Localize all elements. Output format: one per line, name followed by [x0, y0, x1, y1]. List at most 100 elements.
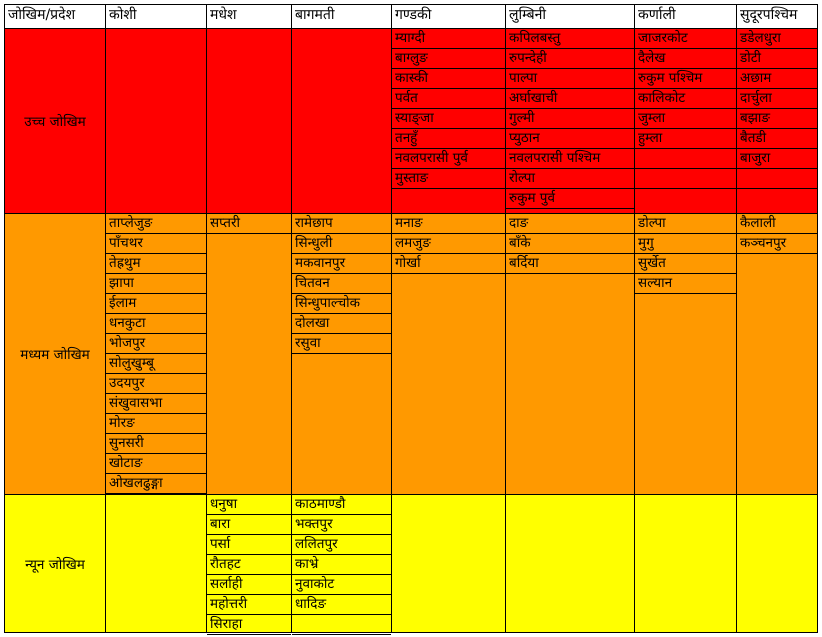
district-item: अर्घाखाची: [506, 89, 634, 109]
district-cell: ताप्लेजुङ पाँचथर तेह्रथुम झापा ईलाम धनकुटा भोज…: [105, 213, 206, 494]
risk-table: जोखिम/प्रदेश कोशी मधेश बागमती गण्डकी लुम्बिनी…: [4, 4, 818, 635]
header-label: गण्डकी: [395, 7, 432, 23]
header-label: कर्णाली: [638, 7, 676, 23]
risk-tier-label: मध्यम जोखिम: [4, 213, 105, 494]
district-item: धनुषा: [207, 495, 291, 515]
district-item: धनकुटा: [106, 314, 206, 334]
district-item: कास्की: [392, 69, 505, 89]
district-item: हुम्ला: [635, 129, 736, 149]
district-item: स्याङ्जा: [392, 109, 505, 129]
district-item: चितवन: [292, 274, 391, 294]
district-item: रसुवा: [292, 334, 391, 354]
district-item: काठमाण्डौ: [292, 495, 391, 515]
district-item: सुनसरी: [106, 434, 206, 454]
district-item: पर्सा: [207, 535, 291, 555]
district-item: पाल्पा: [506, 69, 634, 89]
district-item: सुर्खेत: [635, 254, 736, 274]
district-item: सर्लाही: [207, 575, 291, 595]
district-item: भोजपुर: [106, 334, 206, 354]
district-item: खोटाङ: [106, 454, 206, 474]
district-item: उदयपुर: [106, 374, 206, 394]
district-item: मोरङ: [106, 414, 206, 434]
header-label: बागमती: [295, 7, 335, 23]
district-item: नवलपरासी पश्चिम: [506, 149, 634, 169]
district-cell: [736, 494, 818, 633]
district-item: डोटी: [737, 49, 817, 69]
district-item: बर्दिया: [506, 254, 634, 274]
district-item: रामेछाप: [292, 214, 391, 234]
district-cell: डडेलधुरा डोटी अछाम दार्चुला बझाङ बैतडी बाजुरा: [736, 28, 818, 213]
header-label: जोखिम/प्रदेश: [8, 7, 76, 23]
header-label: कोशी: [109, 7, 137, 23]
district-cell: जाजरकोट दैलेख रुकुम पश्चिम कालिकोट जुम्ला हुम…: [634, 28, 736, 213]
district-item: [635, 169, 736, 189]
district-cell: दाङ बाँके बर्दिया: [505, 213, 634, 494]
district-item: बारा: [207, 515, 291, 535]
district-item: लमजुङ: [392, 234, 505, 254]
header-province: कर्णाली: [634, 4, 736, 28]
district-item: पाँचथर: [106, 234, 206, 254]
district-item: म्याग्दी: [392, 29, 505, 49]
district-item: [292, 615, 391, 635]
district-item: ललितपुर: [292, 535, 391, 555]
district-item: कालिकोट: [635, 89, 736, 109]
risk-tier-text: न्यून जोखिम: [25, 556, 85, 573]
district-item: नुवाकोट: [292, 575, 391, 595]
district-item: मुस्ताङ: [392, 169, 505, 189]
district-item: धादिङ: [292, 595, 391, 615]
district-item: [635, 149, 736, 169]
district-item: सल्यान: [635, 274, 736, 294]
district-item: ईलाम: [106, 294, 206, 314]
district-item: महोत्तरी: [207, 595, 291, 615]
district-item: सिराहा: [207, 615, 291, 635]
district-item: गुल्मी: [506, 109, 634, 129]
header-province: मधेश: [206, 4, 291, 28]
district-item: ओखलढुङ्गा: [106, 474, 206, 494]
header-risk-province: जोखिम/प्रदेश: [4, 4, 105, 28]
district-item: रोल्पा: [506, 169, 634, 189]
district-cell: कपिलबस्तु रुपन्देही पाल्पा अर्घाखाची गुल्मी प…: [505, 28, 634, 213]
district-item: ताप्लेजुङ: [106, 214, 206, 234]
header-province: सुदूरपश्चिम: [736, 4, 818, 28]
header-label: लुम्बिनी: [509, 7, 547, 23]
district-cell: रामेछाप सिन्धुली मकवानपुर चितवन सिन्धुपाल्चो…: [291, 213, 391, 494]
district-item: झापा: [106, 274, 206, 294]
district-item: कञ्चनपुर: [737, 234, 817, 254]
header-province: बागमती: [291, 4, 391, 28]
district-item: नवलपरासी पुर्व: [392, 149, 505, 169]
district-item: पर्वत: [392, 89, 505, 109]
district-item: रौतहट: [207, 555, 291, 575]
district-item: दार्चुला: [737, 89, 817, 109]
district-item: संखुवासभा: [106, 394, 206, 414]
district-item: [737, 169, 817, 189]
district-item: सोलुखुम्बू: [106, 354, 206, 374]
district-cell: [105, 494, 206, 633]
district-cell: [206, 28, 291, 213]
risk-tier-text: मध्यम जोखिम: [20, 347, 90, 363]
district-item: रुकुम पुर्व: [506, 189, 634, 209]
district-item: तेह्रथुम: [106, 254, 206, 274]
district-item: जाजरकोट: [635, 29, 736, 49]
district-cell: धनुषा बारा पर्सा रौतहट सर्लाही महोत्तरी सिराहा: [206, 494, 291, 635]
district-item: कपिलबस्तु: [506, 29, 634, 49]
district-cell: [291, 28, 391, 213]
district-item: बाग्लुङ: [392, 49, 505, 69]
header-province: गण्डकी: [391, 4, 505, 28]
district-cell: [505, 494, 634, 633]
district-cell: [634, 494, 736, 633]
header-label: सुदूरपश्चिम: [740, 7, 798, 23]
district-item: बझाङ: [737, 109, 817, 129]
district-item: बैतडी: [737, 129, 817, 149]
district-item: सिन्धुली: [292, 234, 391, 254]
header-province: कोशी: [105, 4, 206, 28]
district-item: काभ्रे: [292, 555, 391, 575]
district-cell: [105, 28, 206, 213]
district-item: दोलखा: [292, 314, 391, 334]
district-cell: म्याग्दी बाग्लुङ कास्की पर्वत स्याङ्जा तनहुँ न…: [391, 28, 505, 213]
district-item: भक्तपुर: [292, 515, 391, 535]
district-item: दैलेख: [635, 49, 736, 69]
district-item: बाँके: [506, 234, 634, 254]
risk-tier-label: न्यून जोखिम: [4, 494, 105, 633]
district-cell: [391, 494, 505, 633]
district-cell: सप्तरी: [206, 213, 291, 494]
